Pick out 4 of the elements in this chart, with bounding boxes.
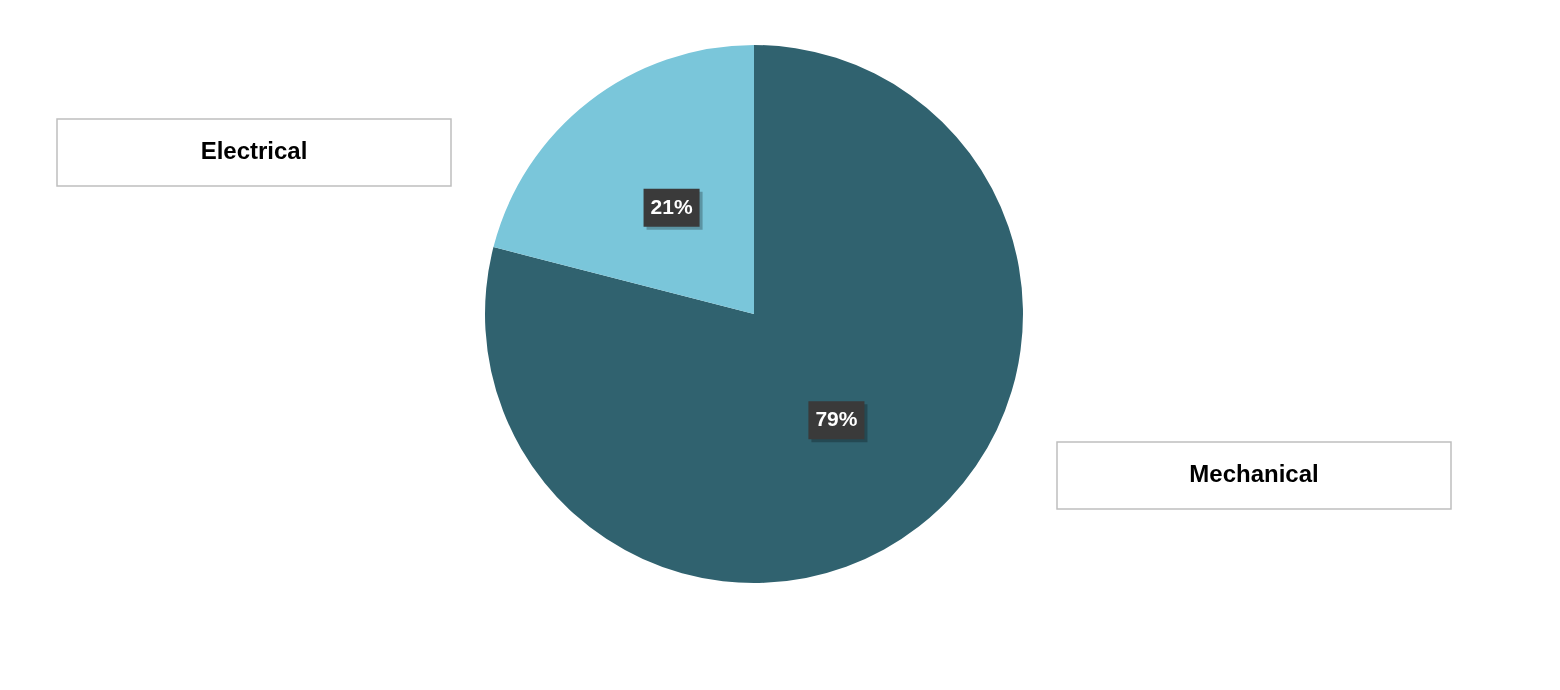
slice-label: Mechanical [1189, 460, 1319, 488]
slice-label: Electrical [200, 137, 308, 165]
data-label: 79% [815, 407, 858, 431]
data-label: 21% [650, 194, 693, 218]
